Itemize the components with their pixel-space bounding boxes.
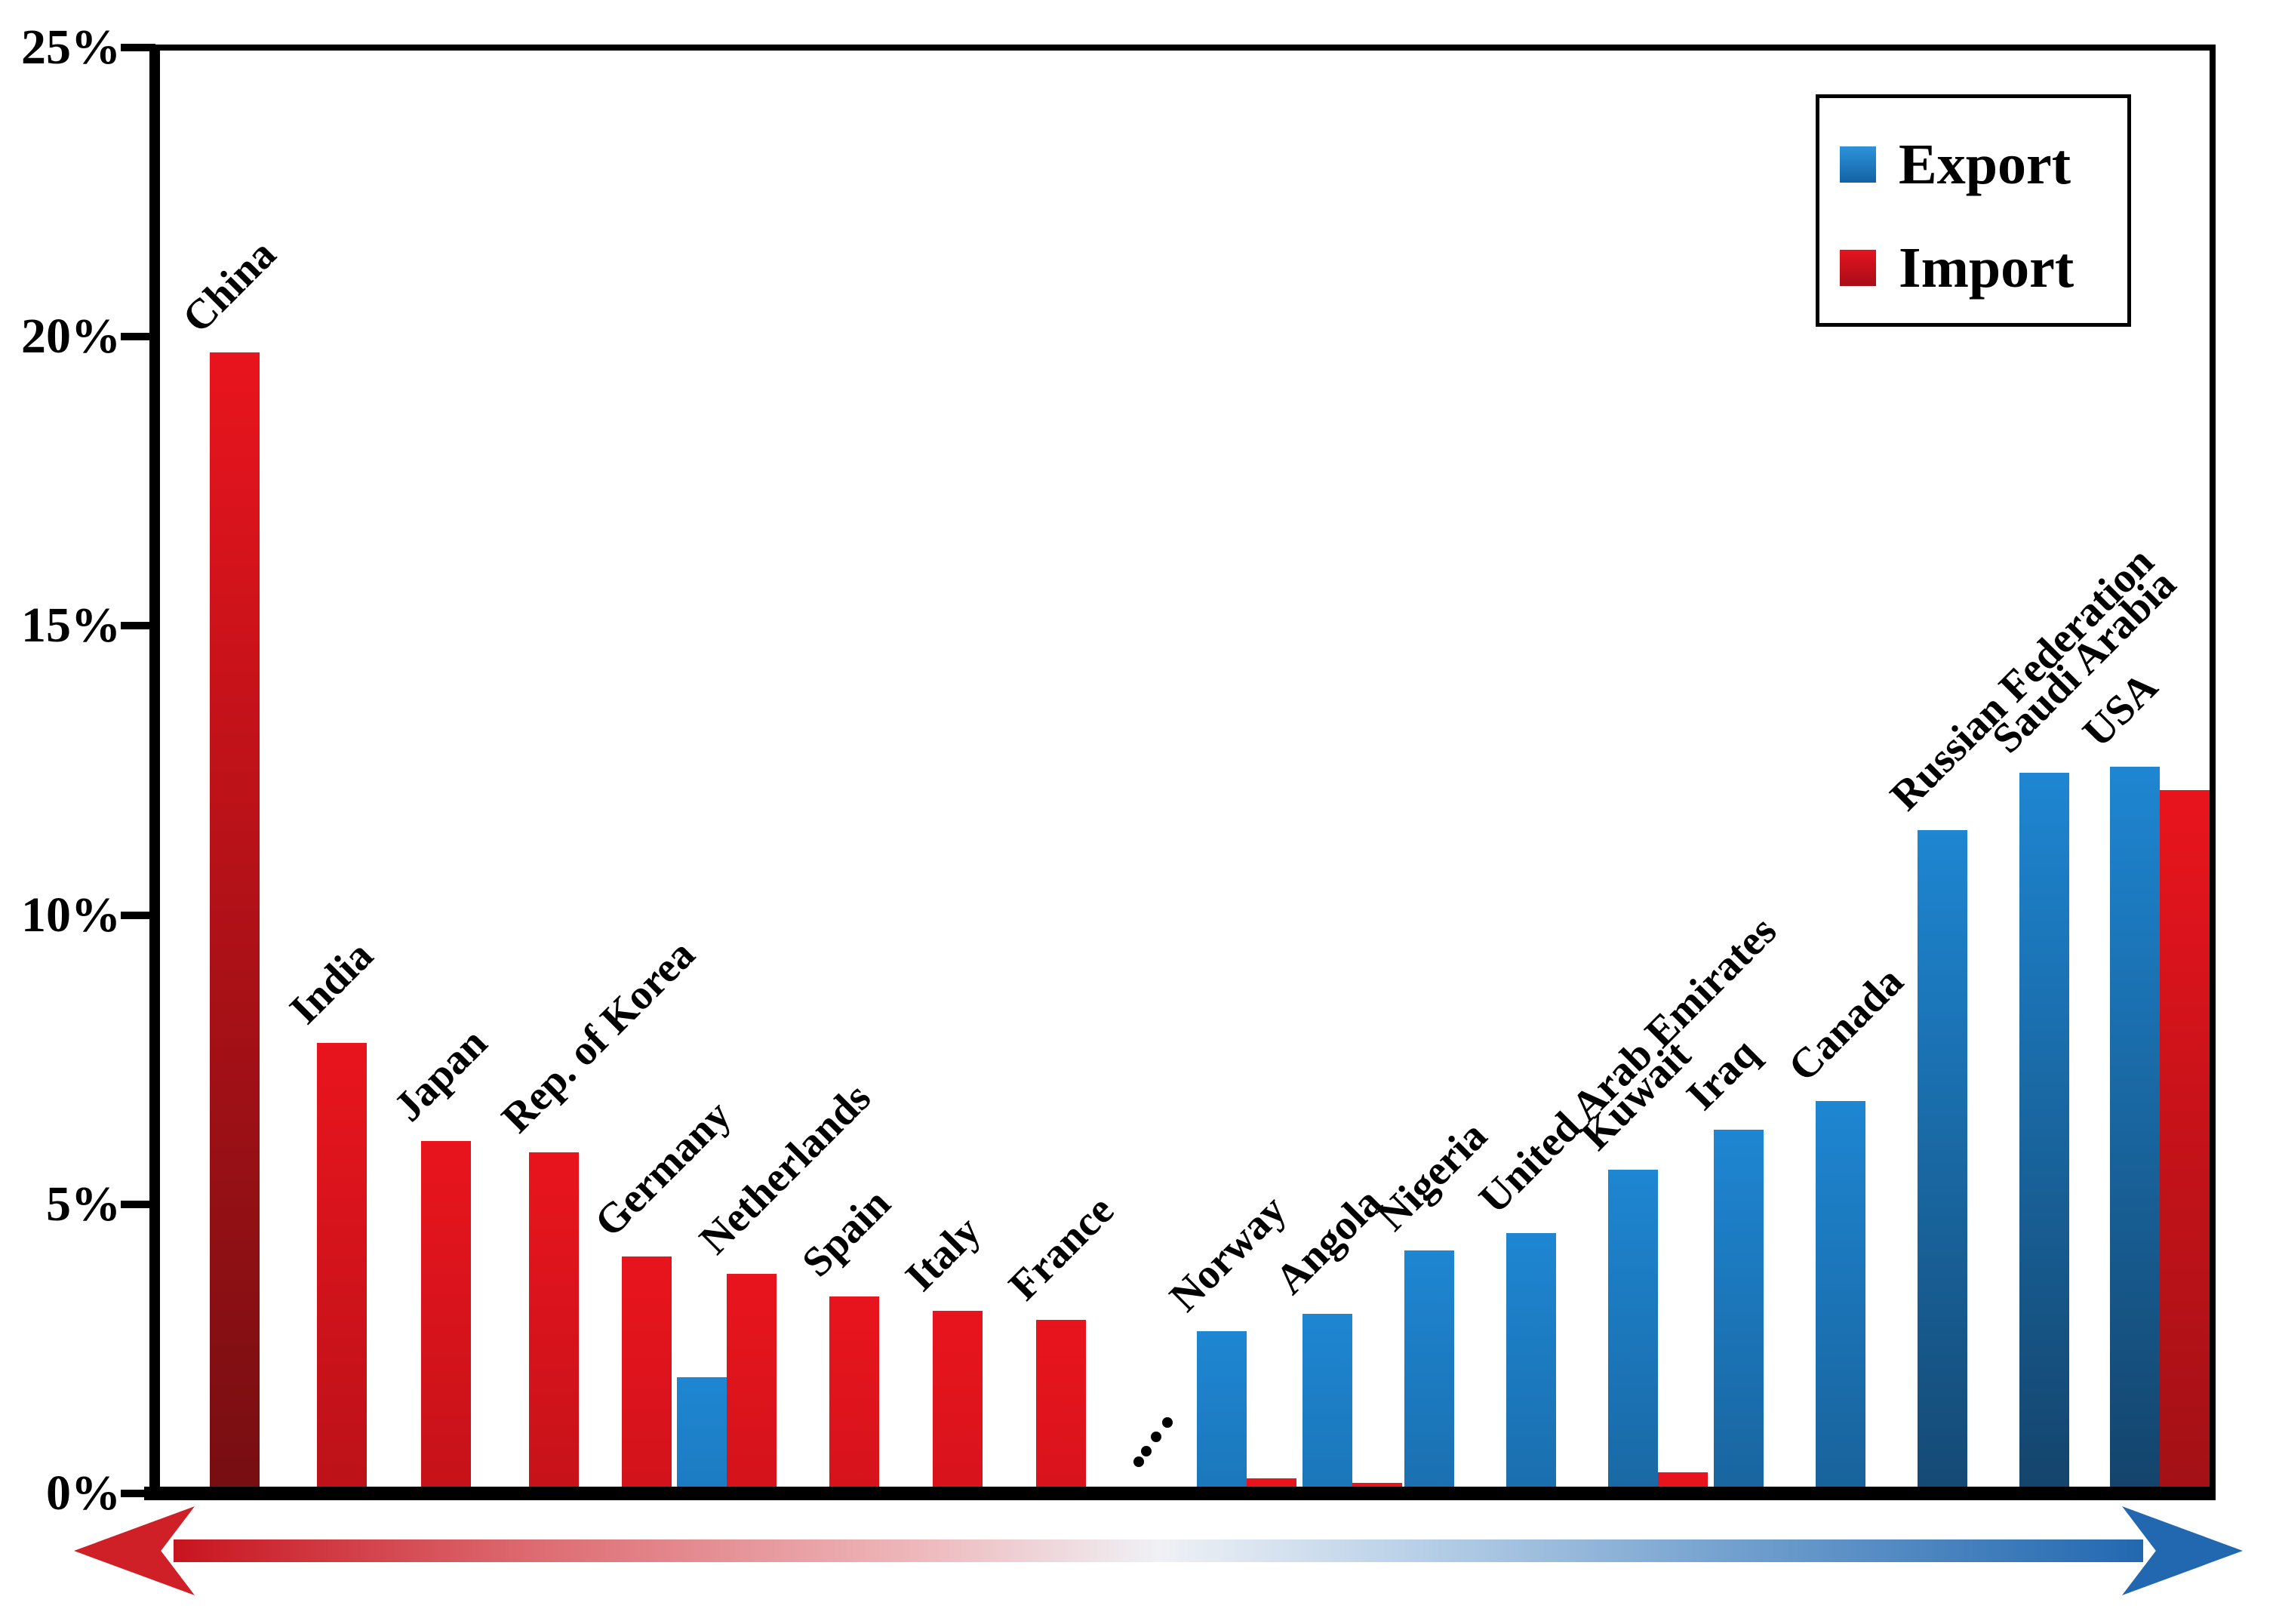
bar-angola-export: [1303, 1314, 1352, 1487]
bar-france-import: [1036, 1320, 1086, 1487]
y-axis-line: [149, 45, 160, 1500]
bar-germany-import: [622, 1256, 672, 1487]
country-label-iraq: Iraq: [1678, 1029, 1767, 1120]
country-label-china: China: [174, 230, 285, 343]
ellipsis-dot: [1141, 1446, 1152, 1456]
export-swatch-icon: [1840, 146, 1876, 183]
country-label-norway: Norway: [1161, 1186, 1296, 1321]
bar-nigeria-export: [1404, 1250, 1454, 1487]
y-tick-mark: [121, 1490, 155, 1497]
country-label-india: India: [281, 931, 383, 1033]
ellipsis-dot: [1162, 1417, 1173, 1428]
ellipsis-dot: [1133, 1456, 1144, 1467]
country-label-france: France: [1000, 1186, 1123, 1309]
bar-india-import: [317, 1043, 367, 1487]
bar-canada-export: [1816, 1101, 1865, 1487]
legend-row-import: Import: [1819, 239, 2127, 297]
bar-usa-import: [2160, 790, 2210, 1487]
y-tick-mark: [121, 911, 155, 919]
x-axis-line: [144, 1487, 2216, 1500]
y-tick-label: 10%: [21, 887, 121, 943]
legend-row-export: Export: [1819, 136, 2127, 193]
y-tick-mark: [121, 333, 155, 341]
bar-japan-import: [421, 1141, 471, 1487]
bar-kuwait-import: [1658, 1472, 1708, 1487]
bar-norway-export: [1197, 1331, 1247, 1487]
bar-saudi-arabia-export: [2019, 773, 2069, 1487]
y-tick-label: 0%: [46, 1466, 121, 1521]
bar-china-import: [210, 352, 260, 1487]
bar-usa-export: [2110, 767, 2160, 1487]
bar-italy-import: [933, 1311, 983, 1487]
y-tick-label: 20%: [21, 309, 121, 364]
import-export-gradient-arrow: [174, 1539, 2143, 1562]
bar-united-arab-emirates-export: [1506, 1233, 1556, 1487]
y-tick-mark: [121, 622, 155, 630]
import-swatch-icon: [1840, 250, 1876, 286]
bar-russian-federation-export: [1918, 830, 1967, 1487]
country-label-rep-of-korea: Rep. of Korea: [493, 931, 704, 1143]
legend: Export Import: [1816, 94, 2131, 327]
country-label-japan: Japan: [385, 1020, 497, 1131]
plot-right-border: [2210, 45, 2216, 1500]
ellipsis-dot: [1151, 1432, 1161, 1442]
y-tick-mark: [121, 1200, 155, 1208]
country-label-italy: Italy: [897, 1207, 990, 1301]
bar-iraq-export: [1714, 1130, 1764, 1487]
y-tick-label: 5%: [46, 1176, 121, 1232]
y-tick-label: 15%: [21, 598, 121, 654]
plot-top-border: [149, 45, 2216, 51]
country-label-nigeria: Nigeria: [1368, 1112, 1496, 1241]
bar-spain-import: [829, 1296, 879, 1487]
bar-netherlands-import: [727, 1274, 777, 1487]
bar-norway-import: [1247, 1478, 1296, 1487]
bar-rep-of-korea-import: [529, 1152, 579, 1487]
bar-kuwait-export: [1608, 1170, 1658, 1487]
y-tick-mark: [121, 44, 155, 51]
country-label-spain: Spain: [793, 1180, 900, 1287]
y-tick-label: 25%: [21, 20, 121, 75]
legend-export-label: Export: [1899, 133, 2071, 196]
legend-import-label: Import: [1899, 236, 2074, 300]
bar-angola-import: [1352, 1483, 1402, 1487]
bar-netherlands-export: [677, 1377, 727, 1487]
country-label-canada: Canada: [1779, 958, 1913, 1090]
country-label-angola: Angola: [1266, 1179, 1392, 1304]
